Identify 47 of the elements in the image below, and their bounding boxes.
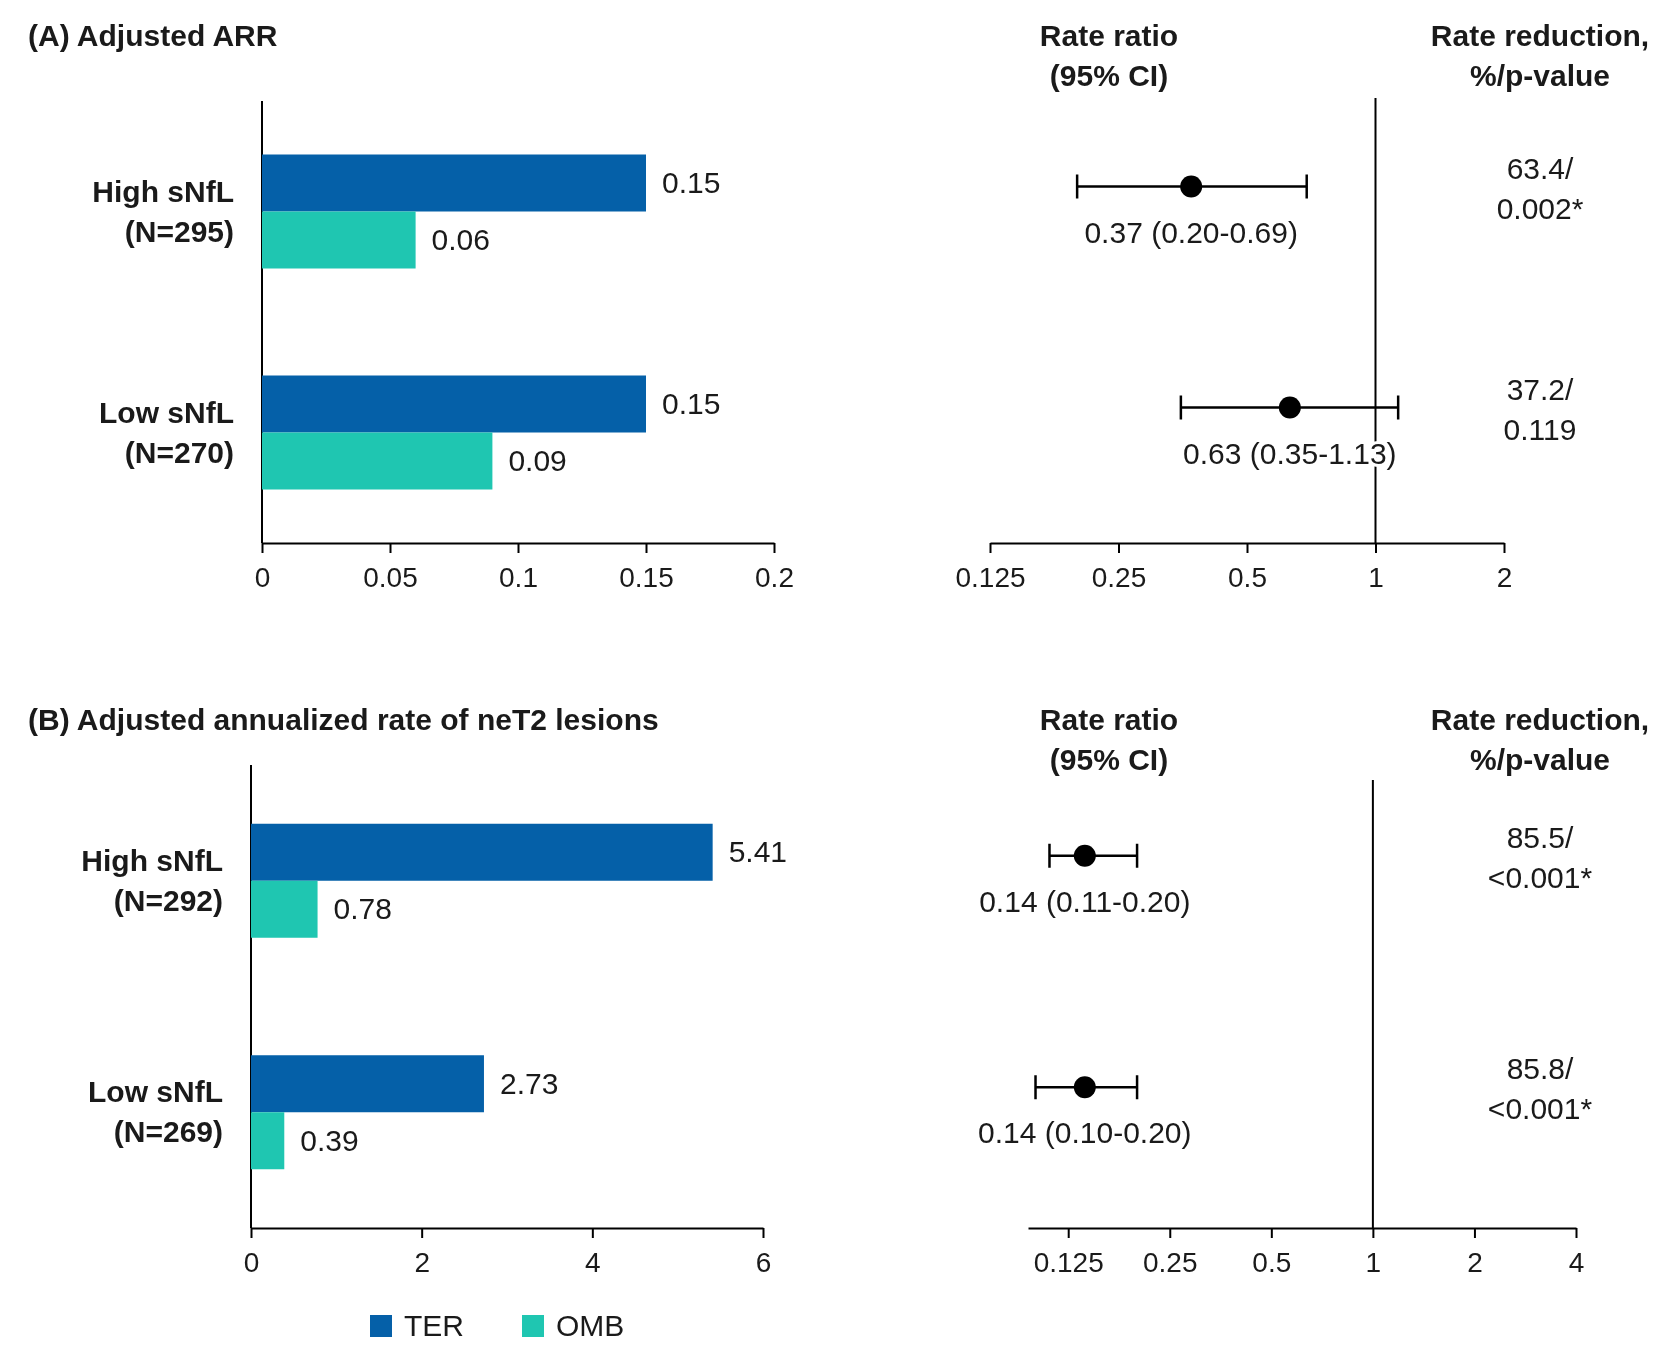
legend-label: OMB [556, 1309, 625, 1342]
chart-title: Rate ratio (95% CI) [1039, 19, 1179, 92]
x-tick-label: 0 [243, 1246, 260, 1278]
x-tick-label: 0.25 [1143, 1246, 1198, 1278]
x-tick-label: 0.1 [499, 561, 538, 593]
annotation: 63.4/ 0.002* [1496, 151, 1584, 225]
y-tick-label: High sNfL (N=295) [92, 174, 234, 248]
y-tick-label: Low sNfL (N=269) [88, 1075, 223, 1149]
data-label: 0.09 [508, 444, 567, 477]
data-label: 0.14 (0.11-0.20) [979, 884, 1191, 918]
x-tick-label: 0.5 [1228, 561, 1267, 593]
chart-title: (B) Adjusted annualized rate of neT2 lesions [28, 703, 659, 736]
x-tick-label: 2 [1496, 561, 1513, 593]
y-tick-label: Low sNfL (N=270) [99, 395, 234, 469]
x-tick-label: 1 [1365, 1246, 1382, 1278]
data-label: 0.15 [662, 387, 721, 420]
x-tick-label: 2 [1467, 1246, 1483, 1278]
x-tick-label: 1 [1368, 561, 1384, 593]
x-tick-label: 4 [585, 1246, 601, 1278]
data-label: 0.37 (0.20-0.69) [1084, 215, 1298, 249]
chart-title: (A) Adjusted ARR [28, 19, 278, 52]
data-label: 0.15 [662, 166, 721, 199]
x-tick-label: 0.5 [1252, 1246, 1292, 1278]
data-label: 0.06 [431, 223, 490, 256]
x-tick-label: 0.25 [1091, 561, 1147, 593]
text: Rate reduction, %/p-value [1430, 19, 1650, 92]
x-tick-label: 4 [1568, 1246, 1585, 1278]
annotation: 85.8/ <0.001* [1487, 1052, 1593, 1126]
x-tick-label: 0 [254, 561, 271, 593]
x-tick-label: 0.15 [619, 561, 674, 593]
data-label: 2.73 [499, 1066, 559, 1100]
x-tick-label: 0.05 [363, 561, 418, 593]
x-tick-label: 2 [414, 1246, 430, 1278]
x-tick-label: 0.125 [955, 561, 1026, 593]
text: Rate reduction, %/p-value [1430, 703, 1650, 776]
data-label: 0.14 (0.10-0.20) [978, 1116, 1192, 1150]
annotation: 85.5/ <0.001* [1487, 820, 1593, 894]
data-label: 0.78 [333, 892, 392, 926]
y-tick-label: High sNfL (N=292) [81, 843, 223, 917]
data-label: 5.41 [728, 835, 788, 869]
annotation: 37.2/ 0.119 [1503, 372, 1577, 446]
x-tick-label: 0.2 [755, 561, 794, 593]
x-tick-label: 0.125 [1033, 1246, 1104, 1278]
legend-label: TER [404, 1309, 464, 1342]
x-tick-label: 6 [755, 1246, 772, 1278]
data-label: 0.39 [300, 1123, 359, 1157]
chart-title: Rate ratio (95% CI) [1039, 703, 1179, 776]
